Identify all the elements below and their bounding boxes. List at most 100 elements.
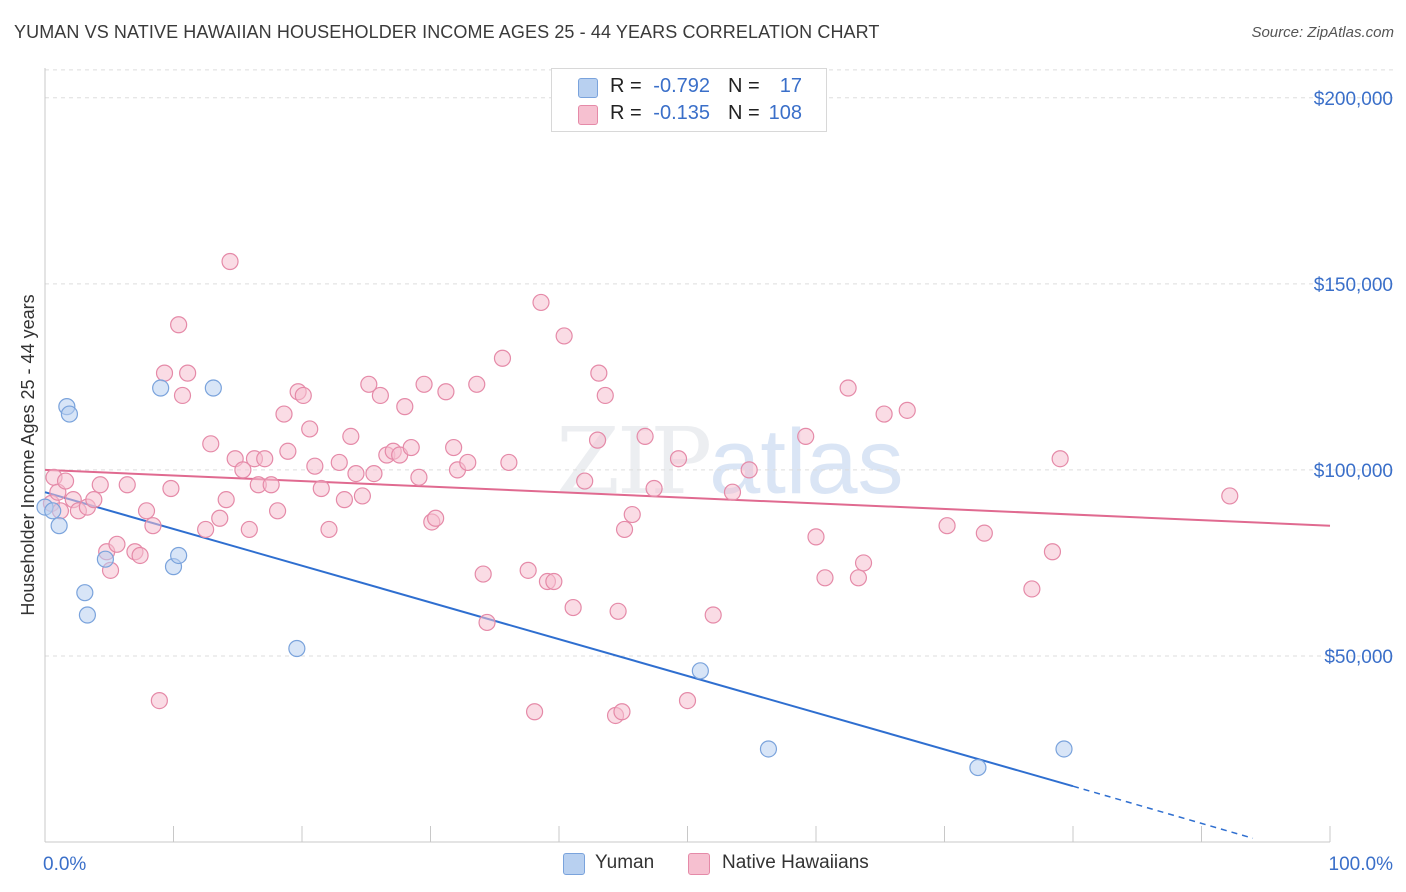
legend-swatch-native-hawaiians: [578, 105, 598, 125]
y-tick-label: $50,000: [1324, 647, 1393, 668]
n-value: 108: [768, 102, 802, 124]
point-native-hawaiians: [118, 476, 136, 494]
y-tick-label: $100,000: [1314, 461, 1393, 482]
point-native-hawaiians: [669, 450, 688, 468]
point-native-hawaiians: [740, 461, 758, 479]
point-native-hawaiians: [500, 453, 518, 472]
tick-labels: $50,000 $100,000 $150,000 $200,000 0.0% 100.0…: [18, 89, 1393, 875]
point-native-hawaiians: [335, 491, 354, 509]
point-native-hawaiians: [170, 316, 188, 334]
point-native-hawaiians: [898, 401, 916, 419]
point-native-hawaiians: [371, 386, 389, 405]
point-native-hawaiians: [279, 442, 297, 460]
point-native-hawaiians: [410, 468, 428, 486]
point-yuman: [60, 405, 79, 423]
point-native-hawaiians: [342, 427, 360, 445]
point-yuman: [288, 639, 306, 658]
r-label: R =: [610, 102, 642, 124]
point-yuman: [1055, 740, 1073, 758]
point-yuman: [969, 758, 987, 777]
point-native-hawaiians: [360, 375, 378, 393]
point-native-hawaiians: [202, 435, 220, 453]
point-native-hawaiians: [312, 479, 330, 498]
point-yuman: [78, 606, 97, 624]
axes: [44, 68, 1331, 843]
point-native-hawaiians: [330, 453, 348, 472]
point-native-hawaiians: [555, 327, 573, 345]
point-yuman: [691, 662, 709, 680]
point-yuman: [96, 550, 114, 568]
point-native-hawaiians: [849, 569, 868, 587]
point-native-hawaiians: [576, 472, 594, 490]
point-native-hawaiians: [85, 491, 103, 509]
point-native-hawaiians: [56, 472, 75, 490]
point-native-hawaiians: [211, 509, 229, 527]
point-native-hawaiians: [137, 502, 156, 520]
point-native-hawaiians: [415, 375, 433, 393]
point-native-hawaiians: [704, 606, 722, 624]
point-native-hawaiians: [427, 509, 445, 527]
point-native-hawaiians: [306, 457, 324, 475]
point-native-hawaiians: [240, 520, 258, 539]
point-native-hawaiians: [301, 420, 319, 438]
point-native-hawaiians: [217, 491, 235, 509]
point-native-hawaiians: [493, 349, 512, 367]
point-native-hawaiians: [173, 386, 192, 405]
legend-row-native-hawaiians: R = -0.135 N = 108: [552, 101, 826, 129]
point-native-hawaiians: [564, 598, 582, 617]
point-native-hawaiians: [437, 383, 455, 401]
r-label: R =: [610, 75, 642, 97]
legend-swatch-native-hawaiians: [688, 853, 710, 875]
point-native-hawaiians: [645, 479, 663, 498]
point-native-hawaiians: [1221, 487, 1239, 505]
point-native-hawaiians: [613, 703, 631, 721]
n-label: N =: [728, 75, 760, 97]
correlation-legend: R = -0.792 N = 17 R = -0.135 N = 108: [551, 68, 827, 132]
point-yuman: [204, 379, 222, 397]
trend-line-yuman: [44, 491, 1074, 788]
point-native-hawaiians: [234, 461, 252, 479]
point-native-hawaiians: [144, 517, 162, 535]
point-native-hawaiians: [268, 502, 287, 520]
legend-label-yuman: Yuman: [595, 852, 655, 873]
point-native-hawaiians: [975, 524, 993, 542]
point-native-hawaiians: [1051, 450, 1069, 468]
point-yuman: [759, 740, 778, 758]
point-native-hawaiians: [256, 450, 274, 468]
point-native-hawaiians: [1043, 543, 1062, 561]
point-native-hawaiians: [108, 535, 126, 553]
point-native-hawaiians: [179, 364, 197, 382]
point-native-hawaiians: [588, 431, 607, 449]
point-native-hawaiians: [532, 293, 550, 312]
point-native-hawaiians: [525, 703, 544, 721]
x-tick-label-min: 0.0%: [43, 854, 86, 875]
point-native-hawaiians: [636, 427, 654, 445]
point-native-hawaiians: [365, 465, 383, 483]
point-native-hawaiians: [221, 252, 239, 271]
point-native-hawaiians: [609, 602, 627, 620]
trend-extension-yuman: [1072, 785, 1254, 839]
point-native-hawaiians: [162, 479, 180, 498]
point-native-hawaiians: [262, 476, 280, 494]
point-yuman: [50, 517, 68, 535]
point-native-hawaiians: [275, 405, 293, 423]
point-native-hawaiians: [474, 565, 492, 583]
point-yuman: [152, 379, 170, 397]
r-value: -0.135: [653, 102, 710, 124]
point-native-hawaiians: [320, 520, 338, 539]
point-native-hawaiians: [519, 561, 537, 579]
point-native-hawaiians: [875, 405, 893, 423]
point-native-hawaiians: [197, 520, 215, 539]
legend-swatch-yuman: [563, 853, 585, 875]
point-native-hawaiians: [807, 528, 825, 546]
point-yuman: [170, 546, 188, 565]
y-axis-label: Householder Income Ages 25 - 44 years: [18, 294, 38, 615]
point-yuman: [76, 584, 94, 602]
point-native-hawaiians: [723, 483, 742, 501]
r-value: -0.792: [653, 75, 710, 97]
point-native-hawaiians: [678, 691, 697, 710]
trend-line-native-hawaiians: [44, 468, 1331, 527]
point-native-hawaiians: [155, 364, 174, 382]
trend-lines: [44, 468, 1331, 839]
point-native-hawaiians: [445, 438, 463, 457]
